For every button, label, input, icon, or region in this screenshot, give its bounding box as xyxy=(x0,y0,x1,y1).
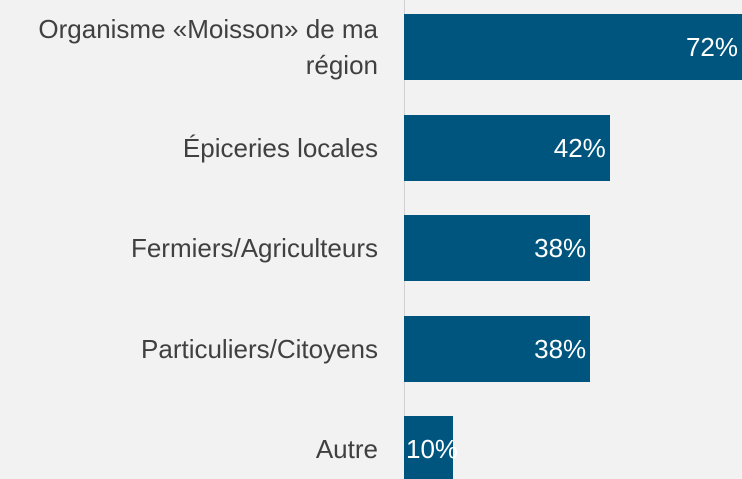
bar xyxy=(404,14,742,80)
category-label: Fermiers/Agriculteurs xyxy=(130,233,378,263)
bar xyxy=(404,114,610,181)
value-label: 38% xyxy=(534,233,587,263)
bar xyxy=(404,215,591,281)
bar xyxy=(404,315,591,382)
category-label: Épiceries locales xyxy=(182,132,378,163)
value-label: 38% xyxy=(534,333,587,364)
category-label: Particuliers/Citoyens xyxy=(141,333,378,364)
category-label: Organisme «Moisson» de ma région xyxy=(38,14,378,80)
value-label: 42% xyxy=(553,132,606,163)
value-label: 72% xyxy=(685,32,738,62)
bar xyxy=(404,416,453,479)
category-label: Autre xyxy=(315,434,378,464)
value-label: 10% xyxy=(406,434,459,464)
